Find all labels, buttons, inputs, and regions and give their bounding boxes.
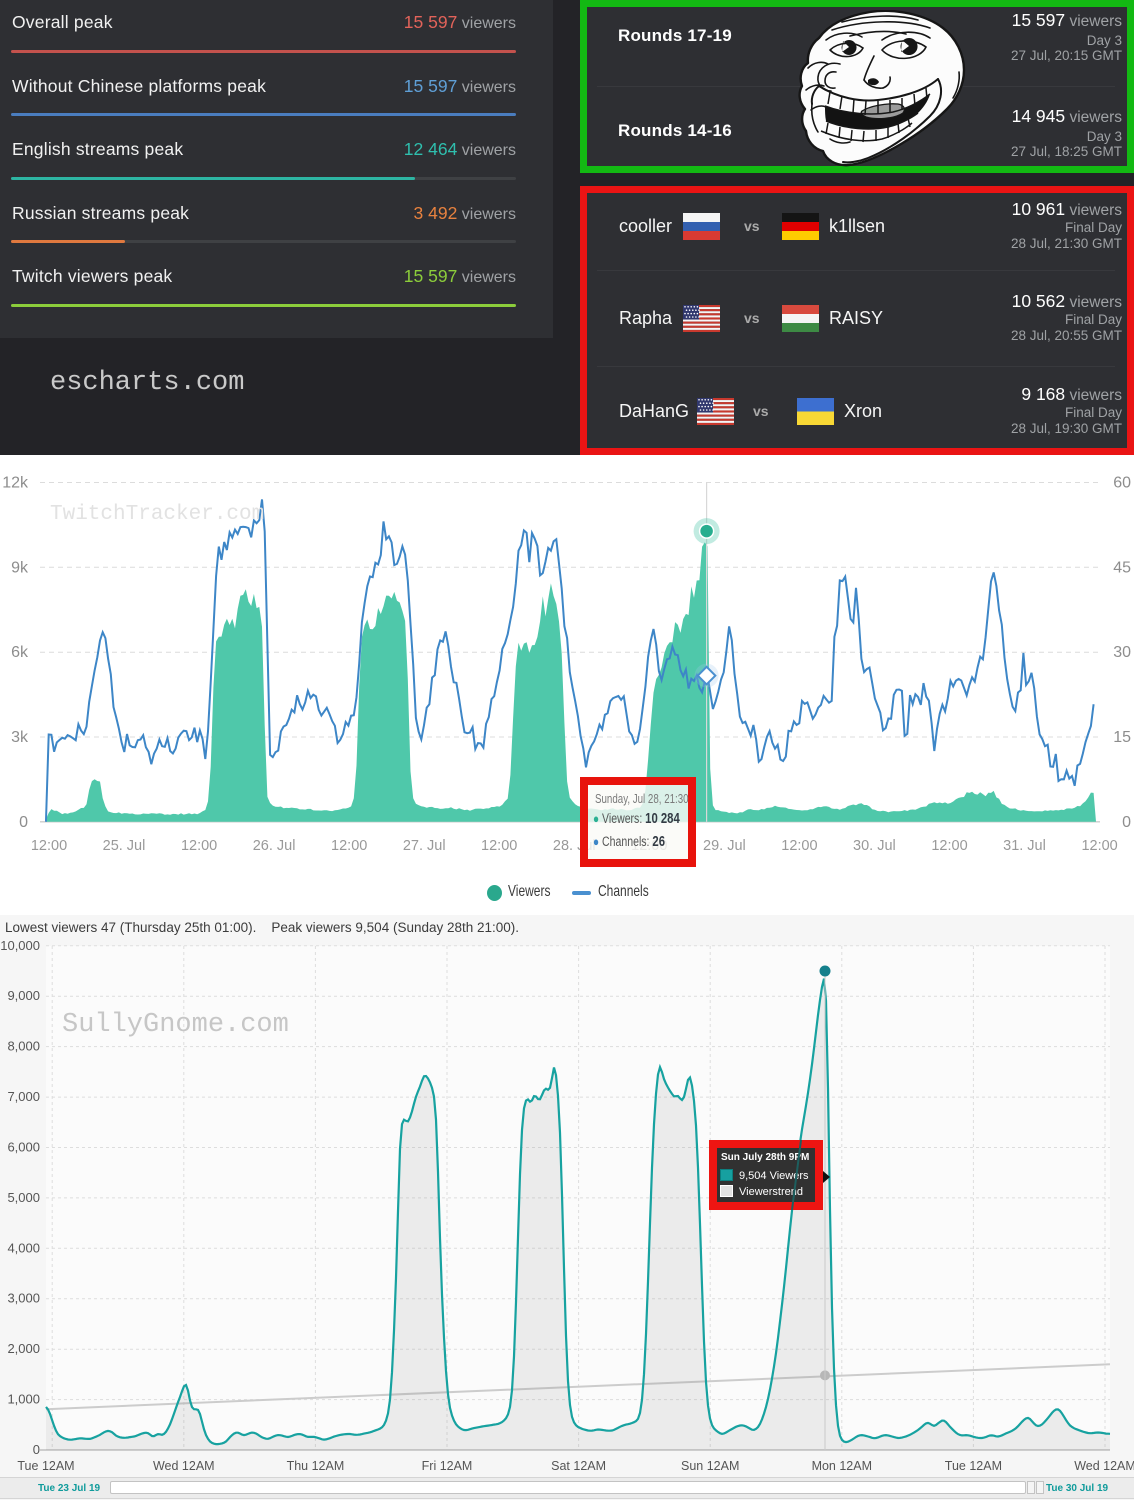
svg-text:7,000: 7,000 xyxy=(7,1089,40,1104)
svg-text:Mon 12AM: Mon 12AM xyxy=(812,1459,872,1473)
svg-text:30: 30 xyxy=(1113,644,1131,661)
svg-text:Fri 12AM: Fri 12AM xyxy=(422,1459,473,1473)
svg-text:Sat 12AM: Sat 12AM xyxy=(551,1459,606,1473)
svg-text:Thu 12AM: Thu 12AM xyxy=(287,1459,345,1473)
svg-text:3k: 3k xyxy=(11,729,29,746)
svg-text:8,000: 8,000 xyxy=(7,1039,40,1054)
svg-text:0: 0 xyxy=(33,1442,40,1457)
svg-text:25. Jul: 25. Jul xyxy=(103,838,146,854)
svg-text:12:00: 12:00 xyxy=(781,838,817,854)
svg-text:12:00: 12:00 xyxy=(481,838,517,854)
svg-text:27. Jul: 27. Jul xyxy=(403,838,446,854)
svg-text:4,000: 4,000 xyxy=(7,1240,40,1255)
svg-text:1,000: 1,000 xyxy=(7,1392,40,1407)
svg-text:45: 45 xyxy=(1113,559,1131,576)
svg-text:26. Jul: 26. Jul xyxy=(253,838,296,854)
svg-text:12:00: 12:00 xyxy=(931,838,967,854)
svg-text:6k: 6k xyxy=(11,644,29,661)
svg-text:12:00: 12:00 xyxy=(331,838,367,854)
svg-text:30. Jul: 30. Jul xyxy=(853,838,896,854)
svg-text:15: 15 xyxy=(1113,729,1131,746)
svg-text:12:00: 12:00 xyxy=(1081,838,1117,854)
svg-text:Sun 12AM: Sun 12AM xyxy=(681,1459,739,1473)
svg-text:9,000: 9,000 xyxy=(7,988,40,1003)
svg-text:12k: 12k xyxy=(2,475,29,492)
svg-text:31. Jul: 31. Jul xyxy=(1003,838,1046,854)
svg-text:Tue 12AM: Tue 12AM xyxy=(945,1459,1002,1473)
svg-text:0: 0 xyxy=(19,814,28,831)
svg-text:5,000: 5,000 xyxy=(7,1190,40,1205)
svg-text:Wed 12AM: Wed 12AM xyxy=(153,1459,215,1473)
svg-text:2,000: 2,000 xyxy=(7,1341,40,1356)
svg-text:9k: 9k xyxy=(11,559,29,576)
svg-text:12:00: 12:00 xyxy=(181,838,217,854)
svg-text:12:00: 12:00 xyxy=(31,838,67,854)
svg-text:60: 60 xyxy=(1113,475,1131,492)
svg-text:0: 0 xyxy=(1122,814,1131,831)
svg-text:Tue 12AM: Tue 12AM xyxy=(17,1459,74,1473)
svg-text:Wed 12AM: Wed 12AM xyxy=(1074,1459,1134,1473)
svg-text:29. Jul: 29. Jul xyxy=(703,838,746,854)
svg-text:10,000: 10,000 xyxy=(0,938,40,953)
svg-text:6,000: 6,000 xyxy=(7,1140,40,1155)
svg-text:3,000: 3,000 xyxy=(7,1291,40,1306)
